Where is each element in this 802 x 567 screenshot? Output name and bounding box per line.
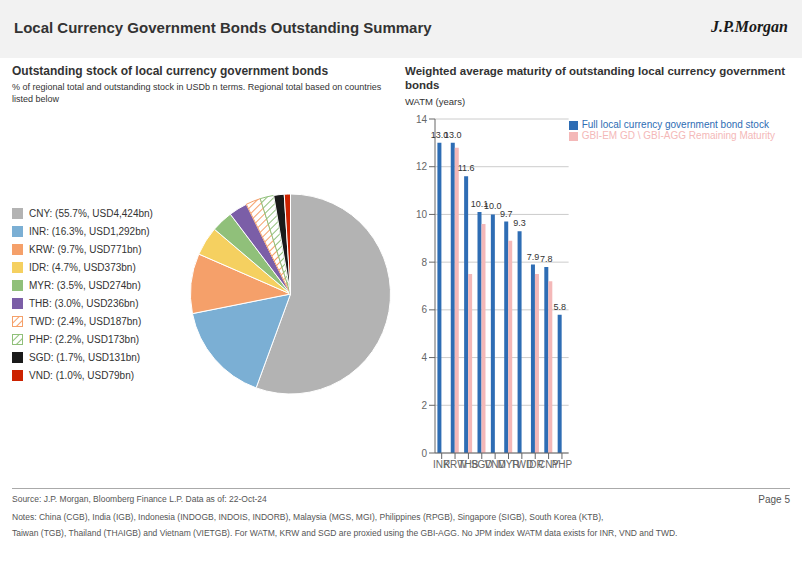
html-text:Page 5: Page 5: [758, 494, 790, 505]
svg-text:INR: INR: [433, 459, 451, 471]
svg-text:5.8: 5.8: [553, 302, 566, 312]
svg-text:13.0: 13.0: [444, 130, 462, 140]
svg-text:THB: THB: [458, 459, 479, 471]
svg-text:9.7: 9.7: [500, 209, 513, 219]
html-text:PHP: (2.2%, USD173bn): PHP: (2.2%, USD173bn): [29, 333, 140, 345]
html-text:Outstanding stock of local cur: Outstanding stock of local currency gove…: [12, 64, 329, 78]
html-text:% of regional total and outsta: % of regional total and outstanding stoc…: [12, 82, 382, 104]
svg-text:11.6: 11.6: [458, 163, 475, 173]
svg-text:7.8: 7.8: [540, 254, 553, 264]
svg-text:4: 4: [421, 352, 427, 363]
html-text:MYR: (3.5%, USD274bn): MYR: (3.5%, USD274bn): [29, 279, 141, 291]
html-text:Taiwan (TGB), Thailand (THAIGB: Taiwan (TGB), Thailand (THAIGB) and Viet…: [12, 528, 678, 538]
svg-text:10: 10: [416, 209, 428, 220]
svg-text:10.0: 10.0: [484, 201, 502, 212]
svg-text:13.0: 13.0: [430, 129, 449, 140]
svg-text:8: 8: [421, 257, 427, 268]
html-text:WATM (years): WATM (years): [405, 96, 466, 107]
svg-text:12: 12: [416, 161, 428, 172]
html-text:INR: (16.3%, USD1,292bn): INR: (16.3%, USD1,292bn): [29, 225, 150, 237]
svg-text:2: 2: [421, 400, 427, 411]
svg-text:IDR: IDR: [526, 459, 544, 471]
html-text:TWD: (2.4%, USD187bn): TWD: (2.4%, USD187bn): [29, 315, 142, 327]
html-text:Local Currency Government Bond: Local Currency Government Bonds Outstand…: [14, 19, 432, 36]
html-text:J.P.Morgan: J.P.Morgan: [710, 18, 788, 35]
html-text:THB: (3.0%, USD236bn): THB: (3.0%, USD236bn): [29, 297, 139, 309]
svg-text:7.9: 7.9: [527, 252, 540, 262]
svg-text:MYR: MYR: [497, 459, 520, 471]
html-text:CNY: (55.7%, USD4,424bn): CNY: (55.7%, USD4,424bn): [29, 207, 153, 219]
svg-text:9.3: 9.3: [513, 218, 526, 228]
html-text:GBI-EM GD \ GBI-AGG Remaining: GBI-EM GD \ GBI-AGG Remaining Maturity: [581, 130, 775, 141]
html-text:Weighted average maturity of o: Weighted average maturity of outstanding…: [405, 65, 785, 91]
svg-text:PHP: PHP: [552, 459, 573, 470]
html-text:IDR: (4.7%, USD373bn): IDR: (4.7%, USD373bn): [29, 261, 136, 273]
svg-text:VND: VND: [484, 459, 506, 471]
svg-text:6: 6: [421, 304, 427, 315]
html-text:Notes: China (CGB), India (IGB: Notes: China (CGB), India (IGB), Indones…: [12, 512, 604, 522]
svg-text:SGD: SGD: [470, 459, 493, 471]
svg-text:CNY: CNY: [538, 459, 560, 471]
svg-text:10.1: 10.1: [470, 199, 489, 209]
html-text:Source: J.P. Morgan, Bloomberg: Source: J.P. Morgan, Bloomberg Finance L…: [12, 494, 267, 504]
svg-text:KRW: KRW: [443, 459, 467, 471]
svg-text:TWD: TWD: [510, 459, 534, 471]
svg-text:0: 0: [421, 448, 427, 459]
html-text:VND: (1.0%, USD79bn): VND: (1.0%, USD79bn): [29, 369, 134, 381]
html-text:SGD: (1.7%, USD131bn): SGD: (1.7%, USD131bn): [29, 351, 141, 363]
html-text:KRW: (9.7%, USD771bn): KRW: (9.7%, USD771bn): [29, 243, 142, 255]
svg-text:14: 14: [416, 114, 428, 125]
html-text:Full local currency government: Full local currency government bond stoc…: [581, 119, 769, 130]
